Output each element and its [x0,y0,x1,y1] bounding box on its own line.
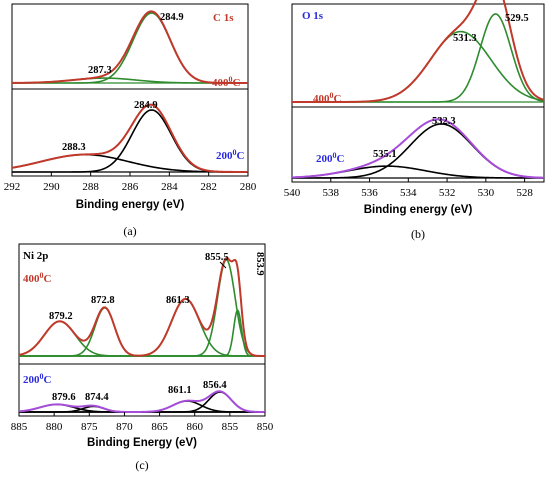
panel-a-x-axis-title: Binding energy (eV) [76,199,185,211]
panel-c-x-tick-label-880: 880 [46,421,63,433]
panel-a-peak-label-287.3: 287.3 [88,65,112,76]
panel-a-peak-label-284.9-top: 284.9 [160,12,184,23]
panel-c-peak-label-861.1: 861.1 [168,385,192,396]
panel-b-x-tick-label-530: 530 [478,187,495,199]
panel-b-temp-400: 4000C [313,91,342,105]
panel-c-x-tick-label-860: 860 [186,421,203,433]
panel-b-x-ticks: 540 538 536 534 532 530 528 [284,178,533,199]
panel-c-peak-label-879.2: 879.2 [49,311,73,322]
panel-c-ni2p-chart: Ni 2p 4000C 2000C 879.2 872.8 861.3 855.… [11,243,274,472]
panel-a-x-tick-label-280: 280 [240,181,257,193]
panel-b-o1s-chart: O 1s 4000C 2000C 529.5 531.3 532.3 535.1… [284,0,545,241]
panel-b-caption: (b) [411,227,425,241]
panel-b-spectrum-1-envelope [291,118,545,179]
panel-c-x-tick-label-875: 875 [81,421,98,433]
panel-c-x-tick-label-850: 850 [257,421,274,433]
panel-c-temp-400: 4000C [23,271,52,285]
panel-c-spectrum-0-component-855.5 [19,258,265,357]
panel-c-peak-label-855.5: 855.5 [205,252,229,263]
panel-a-x-tick-label-284: 284 [161,181,178,193]
panel-c-spectrum-0-component-879.2 [18,320,265,357]
panel-c-frame [18,243,266,417]
panel-a-temp-400: 4000C [212,75,241,89]
panel-a-x-ticks: 292 290 288 286 284 282 280 [4,172,257,193]
panel-c-temp-200: 2000C [23,372,52,386]
panel-b-peak-label-535.1: 535.1 [373,149,397,160]
panel-b-x-tick-label-532: 532 [439,187,456,199]
panel-c-peak-label-879.6: 879.6 [52,392,76,403]
panel-b-x-tick-label-536: 536 [361,187,378,199]
panel-b-x-tick-label-538: 538 [323,187,340,199]
panel-a-title: C 1s [213,12,234,24]
panel-c-spectrum-0-envelope [18,257,265,357]
panel-c-spectrum-1-component-879.6 [18,403,265,413]
panel-a-curves [11,10,249,173]
panel-a-caption: (a) [123,224,136,238]
panel-a-spectrum-1-envelope [11,103,249,173]
panel-c-peak-label-861.3: 861.3 [166,295,190,306]
panel-b-peak-label-529.5: 529.5 [505,13,529,24]
panel-a-peak-label-288.3: 288.3 [62,142,86,153]
panel-b-spectrum-0-component-529.5 [292,13,545,103]
panel-c-peak-label-874.4: 874.4 [85,392,109,403]
panel-c-title: Ni 2p [23,250,48,262]
panel-c-spectrum-1-envelope [18,390,265,413]
panel-c-curves [18,257,265,413]
panel-b-peak-label-531.3: 531.3 [453,33,477,44]
panel-b-frame [291,3,545,183]
panel-b-spectrum-0-envelope [292,0,545,103]
panel-c-x-tick-label-870: 870 [116,421,133,433]
panel-a-x-tick-label-290: 290 [43,181,60,193]
panel-a-x-tick-label-292: 292 [4,181,21,193]
panel-c-peak-855.5-leader [219,261,227,269]
panel-c-peak-label-856.4: 856.4 [203,380,227,391]
panel-b-x-tick-label-540: 540 [284,187,301,199]
panel-a-spectrum-0-envelope [12,10,248,84]
panel-c-x-tick-label-885: 885 [11,421,28,433]
panel-a-temp-200: 2000C [216,148,245,162]
panel-b-curves [291,0,545,179]
panel-b-title: O 1s [302,10,324,22]
panel-b-x-tick-label-534: 534 [400,187,417,199]
panel-c-x-axis-title: Binding Energy (eV) [87,437,197,449]
panel-c-x-tick-label-865: 865 [151,421,168,433]
panel-b-x-axis-title: Binding energy (eV) [364,204,473,216]
panel-b-temp-200: 2000C [316,151,345,165]
panel-c-peak-label-853.9: 853.9 [254,252,265,276]
panel-a-peak-label-284.9-bottom: 284.9 [134,100,158,111]
panel-a-c1s-chart: C 1s 4000C 2000C 284.9 287.3 284.9 288.3… [4,3,257,238]
panel-c-x-tick-label-855: 855 [222,421,239,433]
panel-c-caption: (c) [135,458,148,472]
panel-a-x-tick-label-288: 288 [82,181,99,193]
panel-a-frame [11,3,249,177]
panel-a-spectrum-1-component-288.3 [11,153,249,173]
panel-b-x-tick-label-528: 528 [516,187,533,199]
panel-c-x-ticks: 885 880 875 870 865 860 855 850 [11,412,274,433]
panel-b-peak-label-532.3: 532.3 [432,116,456,127]
panel-c-spectrum-0-component-861.3 [19,298,265,357]
panel-a-x-tick-label-282: 282 [200,181,217,193]
panel-a-x-tick-label-286: 286 [122,181,139,193]
panel-c-peak-label-872.8: 872.8 [91,295,115,306]
